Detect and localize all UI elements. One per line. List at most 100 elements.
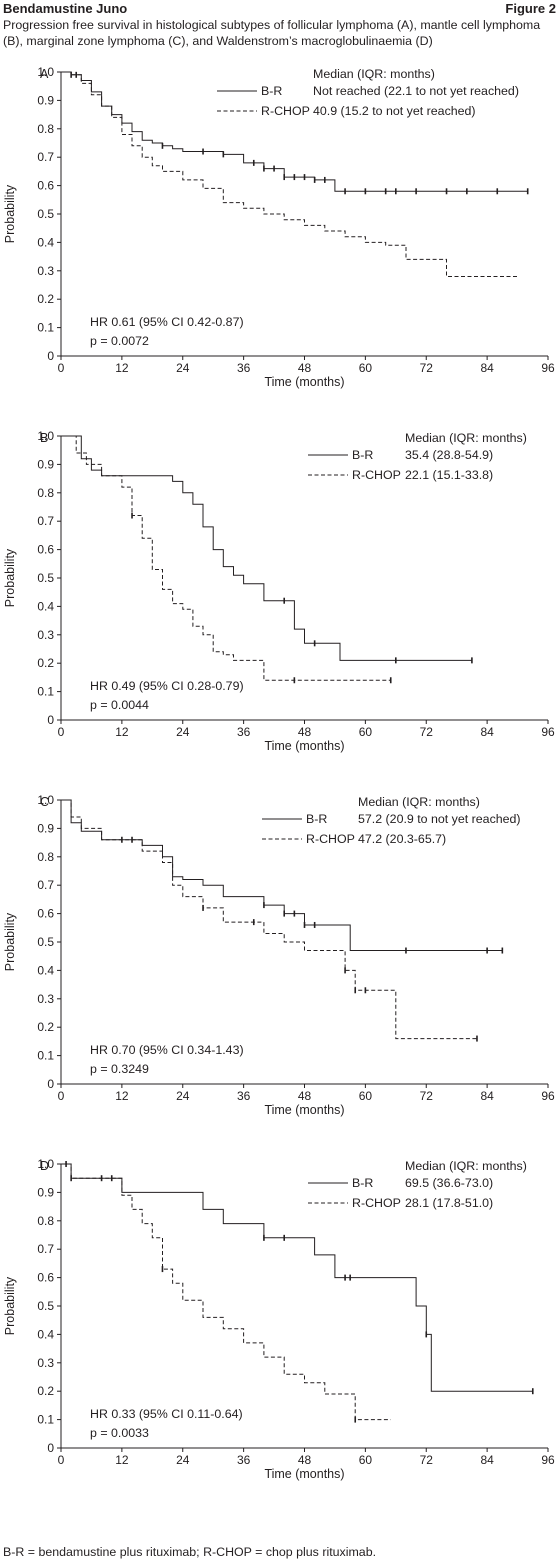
y-tick-label: 0.8 [37,850,54,864]
x-tick-label: 72 [420,361,434,375]
x-tick-label: 72 [420,1089,434,1103]
x-tick-label: 36 [237,725,251,739]
panel-b-label: B [40,431,48,445]
x-tick-label: 72 [420,725,434,739]
y-tick-label: 0.3 [37,628,54,642]
legend-value: Not reached (22.1 to not yet reached) [313,84,519,98]
x-tick-label: 84 [480,1089,494,1103]
y-tick-label: 0.1 [37,1049,54,1063]
figure-caption: Progression free survival in histologica… [3,18,541,48]
y-tick-label: 0 [47,713,54,727]
y-tick-label: 0.5 [37,935,54,949]
hazard-ratio-text: HR 0.70 (95% CI 0.34-1.43) [90,1043,244,1057]
y-tick-label: 0.1 [37,1413,54,1427]
x-tick-label: 60 [359,1089,373,1103]
y-tick-label: 0.3 [37,264,54,278]
x-axis-label: Time (months) [264,739,344,753]
legend-value: 35.4 (28.8-54.9) [405,448,493,462]
x-tick-label: 60 [359,1453,373,1467]
y-axis-label: Probability [3,912,17,971]
y-tick-label: 0.7 [37,1242,54,1256]
x-tick-label: 72 [420,1453,434,1467]
y-tick-label: 0.8 [37,122,54,136]
y-tick-label: 1.0 [37,1157,54,1171]
p-value-text: p = 0.0072 [90,334,149,348]
x-tick-label: 36 [237,1453,251,1467]
y-tick-label: 0.5 [37,207,54,221]
x-tick-label: 60 [359,725,373,739]
document-title: Bendamustine Juno [3,1,128,16]
y-tick-label: 0.4 [37,1327,54,1341]
hazard-ratio-text: HR 0.49 (95% CI 0.28-0.79) [90,679,244,693]
y-tick-label: 0.2 [37,292,54,306]
legend-name: R-CHOP [352,468,401,482]
legend-header: Median (IQR: months) [405,1159,527,1173]
km-chart-panel-b: B 0 0.1 0.2 0.3 0.4 0.5 0.6 0.7 0.8 0.9 1.0 0 12 24 36 4… [3,429,555,753]
x-tick-label: 48 [298,1089,312,1103]
x-tick-label: 0 [58,1453,65,1467]
x-axis-label: Time (months) [264,1467,344,1481]
x-tick-label: 60 [359,361,373,375]
y-tick-label: 0.1 [37,685,54,699]
x-axis-label: Time (months) [264,375,344,389]
legend-header: Median (IQR: months) [313,67,435,81]
km-curve-r-chop [61,799,477,1040]
x-tick-label: 84 [480,361,494,375]
y-tick-label: 0.7 [37,514,54,528]
legend-header: Median (IQR: months) [405,431,527,445]
y-tick-label: 0.2 [37,1020,54,1034]
legend-name: B-R [352,448,373,462]
y-tick-label: 0.4 [37,963,54,977]
x-tick-label: 12 [115,725,129,739]
x-tick-label: 24 [176,1453,190,1467]
y-tick-label: 0.3 [37,1356,54,1370]
p-value-text: p = 0.0033 [90,1426,149,1440]
y-tick-label: 0.9 [37,457,54,471]
x-tick-label: 96 [541,725,555,739]
y-tick-label: 1.0 [37,65,54,79]
km-chart-panel-a: A 0 0.1 0.2 0.3 0.4 0.5 0.6 0.7 0.8 0.9 1.0 0 12 24 36 4… [3,65,555,389]
y-tick-label: 0.6 [37,1271,54,1285]
legend-name: B-R [352,1176,373,1190]
legend-name: B-R [306,812,327,826]
y-tick-label: 0.4 [37,235,54,249]
y-axis-label: Probability [3,548,17,607]
legend-name: R-CHOP [352,1196,401,1210]
legend-name: R-CHOP [306,832,355,846]
p-value-text: p = 0.3249 [90,1062,149,1076]
y-tick-label: 0.5 [37,571,54,585]
x-tick-label: 12 [115,1453,129,1467]
x-tick-label: 0 [58,725,65,739]
x-axis-label: Time (months) [264,1103,344,1117]
y-tick-label: 0.4 [37,599,54,613]
figure-number: Figure 2 [505,1,556,16]
y-tick-label: 0.6 [37,907,54,921]
legend-name: B-R [261,84,282,98]
x-tick-label: 96 [541,361,555,375]
y-tick-label: 0.2 [37,656,54,670]
y-tick-label: 0.9 [37,1185,54,1199]
x-tick-label: 36 [237,361,251,375]
y-tick-label: 0 [47,349,54,363]
y-tick-label: 0.9 [37,821,54,835]
x-tick-label: 0 [58,361,65,375]
y-tick-label: 0 [47,1077,54,1091]
km-chart-panel-c: C 0 0.1 0.2 0.3 0.4 0.5 0.6 0.7 0.8 0.9 1.0 0 12 24 36 4… [3,793,555,1117]
km-chart-panel-d: D 0 0.1 0.2 0.3 0.4 0.5 0.6 0.7 0.8 0.9 1.0 0 12 24 36 4… [3,1157,555,1481]
y-axis-label: Probability [3,1276,17,1335]
p-value-text: p = 0.0044 [90,698,149,712]
x-tick-label: 96 [541,1089,555,1103]
y-tick-label: 0.8 [37,486,54,500]
hazard-ratio-text: HR 0.61 (95% CI 0.42-0.87) [90,315,244,329]
legend-value: 40.9 (15.2 to not yet reached) [313,104,476,118]
x-tick-label: 12 [115,361,129,375]
x-tick-label: 48 [298,1453,312,1467]
legend-header: Median (IQR: months) [358,795,480,809]
y-tick-label: 0.5 [37,1299,54,1313]
panel-d-label: D [40,1159,49,1173]
y-tick-label: 0.6 [37,179,54,193]
y-axis-label: Probability [3,184,17,243]
panel-a-label: A [40,67,49,81]
panel-c-label: C [40,795,49,809]
km-curve-b-r [61,799,503,951]
